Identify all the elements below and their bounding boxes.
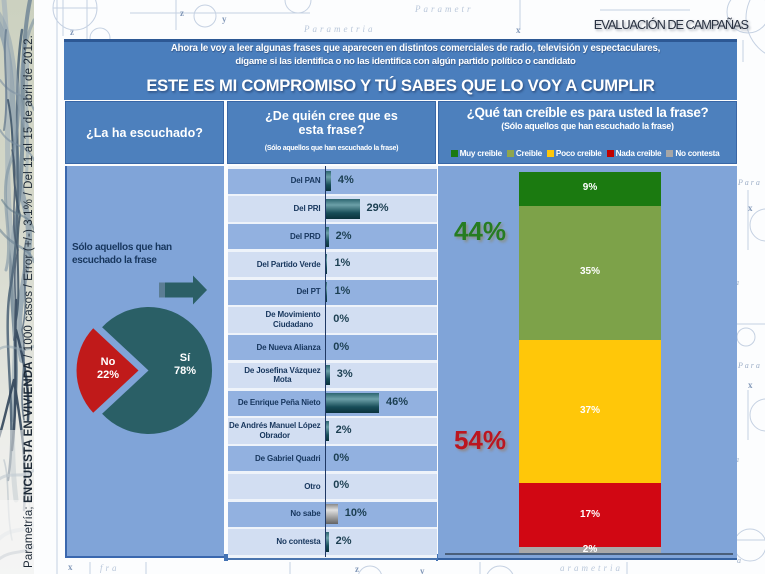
svg-text:y: y — [420, 566, 425, 574]
svg-text:x: x — [748, 380, 753, 390]
svg-text:a: a — [737, 556, 741, 565]
svg-text:P a r a: P a r a — [737, 178, 760, 187]
svg-text:Parametria: Parametria — [303, 24, 376, 34]
svg-text:arametria: arametria — [560, 563, 623, 573]
svg-text:x: x — [748, 203, 753, 213]
svg-text:z: z — [180, 8, 184, 18]
svg-text:a: a — [735, 278, 739, 287]
svg-text:y: y — [222, 14, 227, 24]
svg-text:P a r a: P a r a — [737, 361, 760, 370]
svg-text:Parametr: Parametr — [414, 4, 474, 14]
svg-text:x: x — [68, 562, 73, 572]
svg-text:fra: fra — [100, 563, 120, 573]
svg-text:a: a — [735, 455, 739, 464]
svg-text:x: x — [516, 25, 521, 35]
svg-text:z: z — [70, 27, 74, 37]
svg-text:z: z — [355, 564, 359, 574]
